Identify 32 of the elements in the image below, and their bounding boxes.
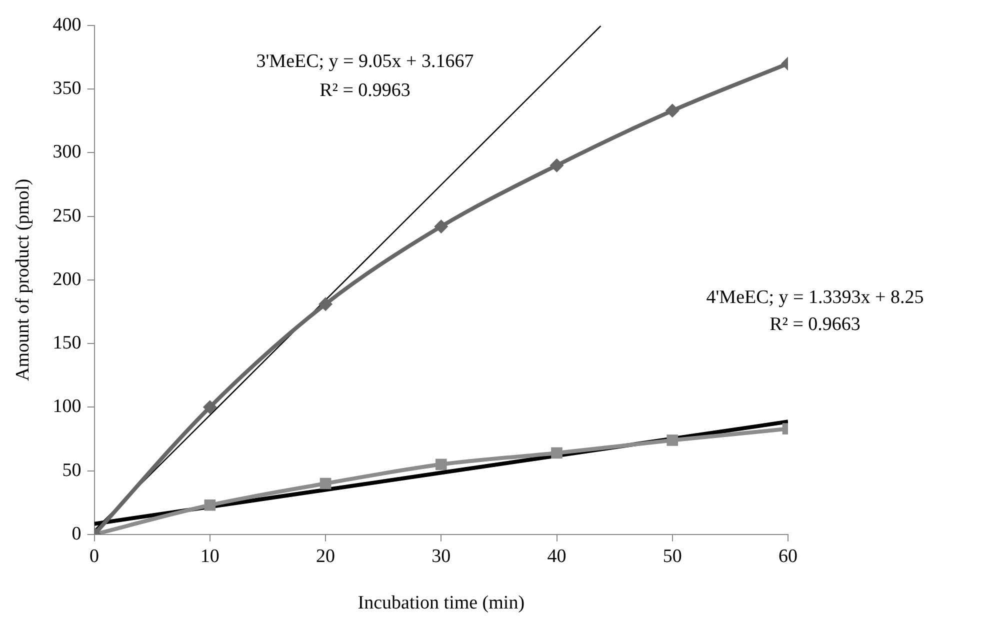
point (434, 219, 448, 234)
point (320, 478, 332, 490)
annotation: R² = 0.9963 (320, 80, 410, 101)
point (435, 458, 447, 470)
point (202, 400, 217, 414)
y-tick-label: 300 (52, 142, 82, 163)
y-tick-label: 350 (52, 78, 82, 100)
y-tick-label: 100 (52, 396, 82, 418)
x-axis-title: Incubation time (min) (358, 592, 525, 614)
annotation: R² = 0.9663 (770, 314, 860, 335)
x-tick-label: 10 (200, 546, 220, 567)
y-tick-label: 200 (52, 268, 82, 290)
x-tick-label: 60 (778, 546, 798, 567)
y-tick-label: 0 (72, 523, 82, 544)
point (204, 499, 216, 511)
point (666, 434, 678, 446)
y-tick-label: 150 (52, 332, 82, 354)
y-axis-title: Amount of product (pmol) (12, 178, 34, 381)
y-tick-label: 400 (52, 14, 82, 36)
point (665, 104, 680, 118)
point (551, 447, 562, 459)
x-tick-label: 30 (432, 546, 451, 567)
y-tick-label: 250 (52, 205, 82, 226)
annotation: 4'MeEC; y = 1.3393x + 8.25 (706, 286, 924, 308)
point (318, 297, 333, 312)
y-tick-label: 50 (62, 460, 82, 481)
point (550, 158, 564, 172)
x-tick-label: 40 (547, 546, 566, 567)
x-tick-label: 50 (662, 546, 682, 567)
x-tick-label: 20 (316, 546, 336, 567)
annotation: 3'MeEC; y = 9.05x + 3.1667 (256, 50, 474, 72)
x-tick-label: 0 (90, 546, 100, 567)
